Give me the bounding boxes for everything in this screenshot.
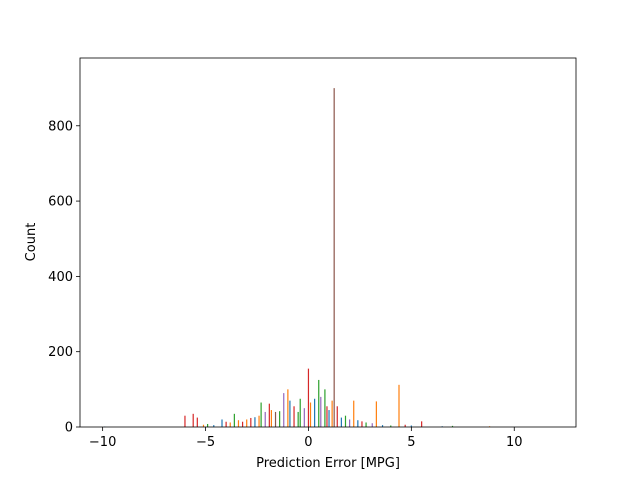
histogram-bar-28 — [299, 398, 301, 427]
histogram-bar-33 — [318, 379, 320, 427]
histogram-bar-7 — [221, 419, 223, 427]
histogram-bar-38 — [331, 400, 333, 427]
histogram-bar-40 — [336, 406, 338, 427]
histogram-bar-46 — [361, 421, 363, 427]
histogram-bar-6 — [213, 425, 215, 427]
histogram-bar-13 — [246, 419, 248, 427]
histogram-bar-50 — [381, 425, 384, 427]
y-tick-label-2: 400 — [48, 270, 73, 285]
histogram-bar-31 — [309, 402, 312, 427]
histogram-bar-52 — [398, 384, 400, 427]
x-axis-ticks: −10 −5 0 5 10 — [89, 427, 523, 450]
histogram-bar-43 — [349, 419, 351, 427]
histogram-bar-53 — [404, 424, 406, 427]
histogram-bar-21 — [274, 411, 277, 427]
x-tick-label-1: −5 — [196, 435, 215, 450]
histogram-bar-25 — [289, 400, 291, 427]
histogram-bar-27 — [297, 411, 299, 427]
histogram-bar-23 — [283, 393, 285, 427]
plot-frame — [79, 57, 577, 428]
x-tick-label-0: −10 — [89, 435, 116, 450]
histogram-bar-29 — [303, 408, 305, 427]
y-axis-ticks: 0 200 400 600 800 — [48, 119, 80, 436]
histogram-bar-15 — [254, 417, 256, 427]
histogram-bar-18 — [264, 411, 266, 427]
histogram-bar-35 — [324, 389, 326, 427]
y-tick-label-0: 0 — [65, 421, 73, 436]
histogram-bar-5 — [207, 423, 209, 427]
histogram-bar-16 — [258, 415, 260, 427]
histogram-bar-14 — [250, 417, 252, 427]
histogram-bar-2 — [192, 413, 194, 427]
histogram-bar-12 — [241, 421, 244, 427]
x-tick-label-3: 5 — [407, 435, 415, 450]
histogram-bar-30 — [307, 368, 310, 427]
histogram-bar-48 — [371, 423, 373, 427]
histogram-bar-47 — [365, 422, 367, 427]
histogram-bar-17 — [260, 402, 262, 427]
histogram-bar-32 — [314, 398, 316, 427]
histogram-bar-42 — [344, 415, 347, 427]
histogram-bar-22 — [279, 411, 281, 427]
histogram-bar-44 — [353, 400, 355, 427]
histogram-bars — [104, 88, 491, 428]
histogram-bar-8 — [225, 421, 227, 427]
x-tick-label-2: 0 — [304, 435, 312, 450]
histogram-bar-1 — [184, 415, 186, 427]
histogram-bar-45 — [357, 420, 359, 427]
histogram-bar-37 — [328, 410, 330, 427]
histogram-bar-41 — [340, 417, 342, 427]
y-axis-label: Count — [24, 223, 39, 262]
y-tick-label-4: 800 — [48, 119, 73, 134]
x-tick-label-4: 10 — [506, 435, 523, 450]
histogram-bar-26 — [293, 406, 295, 427]
histogram-bar-10 — [233, 413, 235, 427]
histogram-bar-9 — [229, 422, 231, 427]
histogram-bar-49 — [375, 401, 377, 427]
histogram-bar-11 — [237, 420, 240, 427]
histogram-bar-51 — [390, 425, 392, 427]
histogram-bar-34 — [320, 396, 322, 427]
histogram-bar-57 — [451, 425, 454, 427]
histogram-bar-24 — [287, 389, 289, 427]
histogram-bar-39 — [333, 88, 335, 428]
y-tick-label-1: 200 — [48, 345, 73, 360]
x-axis-label: Prediction Error [MPG] — [256, 456, 400, 471]
histogram-bar-36 — [326, 406, 328, 427]
histogram-bar-55 — [421, 421, 423, 427]
histogram-bar-19 — [268, 403, 270, 427]
histogram-bar-54 — [410, 425, 412, 427]
histogram-bar-3 — [196, 417, 198, 427]
y-tick-label-3: 600 — [48, 195, 73, 210]
histogram-bar-4 — [202, 424, 205, 427]
histogram-bar-20 — [270, 410, 272, 427]
